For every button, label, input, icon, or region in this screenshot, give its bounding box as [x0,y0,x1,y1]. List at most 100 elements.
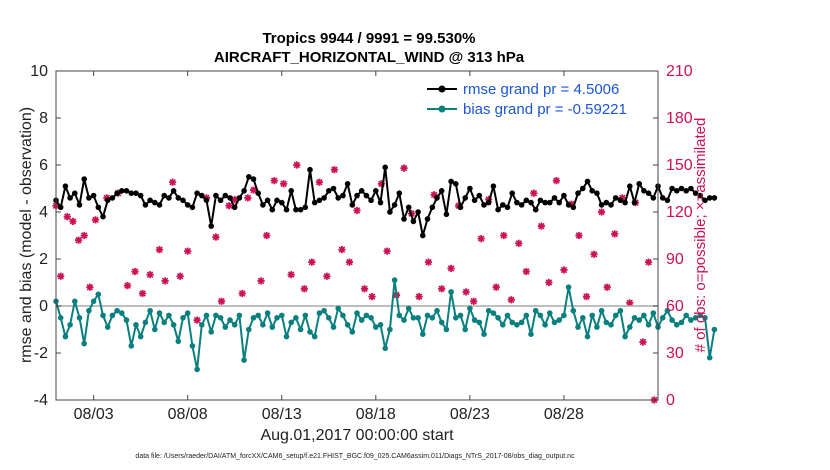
rmse-point [551,195,558,201]
rmse-point [457,204,464,211]
obs-marker-stroke [139,290,146,297]
bias-point [580,315,586,321]
obs-marker-stroke [238,290,246,297]
obs-count-marker [415,293,423,301]
rmse-point [565,202,572,208]
bias-point [274,315,280,321]
obs-count-marker [537,222,545,230]
bias-point [109,312,116,319]
rmse-point [692,190,699,196]
obs-marker-stroke [57,272,64,280]
bias-point [617,307,624,314]
obs-marker-stroke [353,207,361,214]
rmse-point [612,195,619,201]
rmse-point [57,204,64,211]
obs-count-marker [597,208,606,216]
rmse-point [711,195,718,201]
rmse-point [485,199,492,206]
rmse-point [76,202,83,208]
bias-point [208,329,214,335]
plot-area [56,71,658,400]
obs-marker-stroke [598,208,605,216]
bias-point [354,310,360,316]
bias-point [481,331,487,338]
bias-point [100,312,106,319]
obs-marker-stroke [507,296,515,303]
bias-point [415,315,421,321]
bias-point [382,345,389,352]
obs-count-marker [225,202,233,210]
bias-point [603,319,610,326]
obs-count-marker [63,213,71,221]
bias-point [438,319,445,326]
x-tick-label: 08/18 [356,406,396,423]
obs-marker-stroke [64,213,71,220]
rmse-point [368,197,374,204]
bias-point [288,319,295,326]
bias-point [246,326,252,333]
rmse-point [387,209,393,215]
bias-point [250,315,257,321]
rmse-point [326,188,332,194]
obs-marker-stroke [575,232,583,239]
rmse-point [349,202,356,208]
bias-point [227,317,233,323]
bias-point [264,310,271,316]
bias-point [76,315,83,321]
rmse-point [561,192,567,199]
obs-marker-stroke [645,258,652,266]
rmse-point [128,190,135,196]
rmse-point [528,199,534,206]
bias-point [203,312,210,319]
obs-count-marker [146,271,154,279]
rmse-point [246,174,252,180]
obs-count-marker [184,247,192,255]
obs-marker-stroke [225,202,233,209]
bias-point [697,312,704,319]
obs-marker-stroke [146,271,154,278]
rmse-point [95,204,102,211]
obs-count-marker [57,272,65,280]
rmse-point [100,213,106,220]
obs-count-marker [323,272,331,280]
obs-marker-stroke [69,218,77,225]
rmse-point [415,209,421,215]
obs-marker-stroke [530,189,538,197]
left-axis: -4 -2 0 2 4 6 8 10 [30,63,61,409]
obs-marker-stroke [250,186,257,194]
rmse-point [429,204,436,211]
obs-count-marker [257,277,265,285]
bias-point [387,326,393,333]
legend-rmse-marker [438,85,446,93]
bias-point [170,322,177,328]
bias-point [213,312,219,319]
obs-marker-stroke [331,166,338,173]
rmse-point [462,195,469,201]
bias-point [504,312,511,319]
rmse-point [420,232,426,239]
legend-bias-label: bias grand pr = -0.59221 [463,101,627,118]
bias-point [302,312,309,319]
rmse-point [330,185,337,192]
rmse-point [603,199,610,206]
obs-marker-stroke [124,282,131,289]
obs-marker-stroke [244,194,252,202]
bias-point [641,312,647,319]
right-tick-label: 210 [666,63,693,80]
rmse-point [283,206,290,213]
obs-count-marker [315,178,323,186]
rmse-point [532,206,539,213]
obs-count-marker [639,338,647,346]
bias-point [462,326,469,333]
bias-point [152,326,158,333]
bias-point [114,307,120,314]
y-tick-label: 4 [39,204,48,221]
bias-point [358,317,365,323]
rmse-point [405,204,412,211]
bias-point [307,329,313,335]
rmse-point [391,202,398,208]
bias-point [67,322,73,328]
bias-point [269,324,276,330]
rmse-point [340,192,346,199]
rmse-point [67,195,73,201]
